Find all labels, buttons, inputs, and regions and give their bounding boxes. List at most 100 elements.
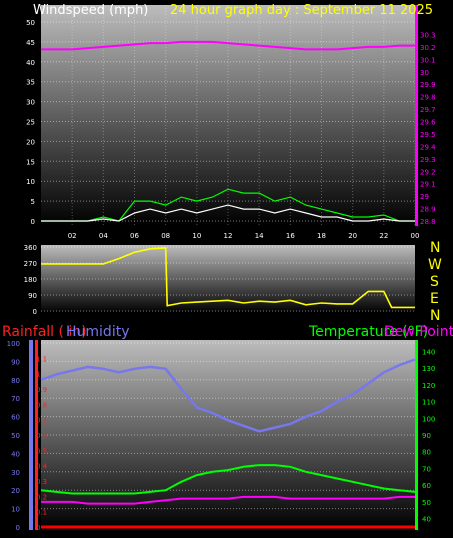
compass-w: W [428,257,442,273]
pressure-y-tick: 29.2 [420,168,436,176]
humidity-title: Humidity [66,324,129,340]
temp-y-tick: 110 [422,399,435,407]
wind-y-tick: 50 [26,19,35,27]
direction-line [41,247,415,309]
wind-series [41,40,415,222]
wind-y-tick: 40 [26,59,35,67]
rain-y-tick: 0.5 [36,447,47,455]
pressure-y-tick: 28.9 [420,206,436,214]
humidity-y-tick: 10 [11,506,20,514]
rain-y-tick: 0.8 [36,401,47,409]
humidity-y-tick: 70 [11,395,20,403]
pressure-y-tick: 29 [420,193,429,201]
pressure-y-tick: 30.2 [420,44,436,52]
humidity-tick-labels: 0 10 20 30 40 50 60 70 80 90 100 0 0.1 0.2 0.3 0.4 0.5 0.… [7,340,436,532]
x-tick-label: 06 [130,232,139,240]
rain-y-tick: 0.1 [36,509,47,517]
humidity-y-tick: 100 [7,340,20,348]
direction-y-tick: 0 [33,308,37,316]
pressure-y-tick: 29.4 [420,143,436,151]
dewpoint-title: Dew Point [384,324,453,340]
pressure-y-tick: 28.8 [420,218,436,226]
wind-tick-labels: 0 5 10 15 20 25 30 35 40 45 50 28.8 28.9 29 29.1 29.2 29… [26,19,436,240]
rain-y-tick: 0.4 [36,463,48,471]
wind-y-tick: 0 [31,218,35,226]
temp-y-tick: 40 [422,516,431,524]
wind-y-tick: 25 [26,119,35,127]
rain-y-tick: 0 [36,524,40,532]
compass-e: E [430,291,439,307]
wind-y-tick: 15 [26,158,35,166]
wind-y-tick: 35 [26,79,35,87]
x-tick-label: 18 [317,232,326,240]
direction-y-tick: 360 [24,244,37,252]
humidity-axis-bar [29,340,33,530]
gust-line [41,188,415,222]
temp-y-tick: 130 [422,365,435,373]
wind-y-tick: 5 [31,198,35,206]
humidity-y-tick: 50 [11,432,20,440]
x-tick-label: 20 [348,232,357,240]
pressure-y-tick: 29.5 [420,131,436,139]
rain-y-tick: 0.7 [36,417,47,425]
pressure-y-tick: 29.7 [420,106,436,114]
x-tick-label: 02 [68,232,77,240]
rain-axis-bar [35,340,38,530]
direction-tick-labels: 0 90 180 270 360 [24,244,37,316]
temperature-line [40,464,416,495]
temp-y-tick: 120 [422,382,435,390]
x-tick-label: 08 [161,232,170,240]
humidity-line [40,358,416,433]
wind-y-tick: 10 [26,178,35,186]
wind-y-tick: 30 [26,99,35,107]
x-tick-label: 14 [255,232,264,240]
temperature-title: Temperature (°F) [308,324,428,340]
dewpoint-line [41,495,415,505]
pressure-y-tick: 30.3 [420,31,436,39]
temp-y-tick: 80 [422,449,431,457]
direction-series [41,247,415,309]
rain-y-tick: 0.6 [36,432,48,440]
humidity-y-tick: 30 [11,469,20,477]
compass-s: S [430,274,439,290]
x-tick-label: 12 [224,232,233,240]
temp-y-tick: 140 [422,348,435,356]
humidity-y-tick: 0 [16,524,20,532]
rain-y-tick: 1.1 [36,355,47,363]
pressure-y-tick: 29.6 [420,119,436,127]
humidity-y-tick: 40 [11,450,20,458]
pressure-y-tick: 30.1 [420,56,436,64]
rain-y-tick: 0.3 [36,478,47,486]
temp-y-tick: 70 [422,465,431,473]
direction-gridlines [41,246,415,312]
windspeed-line [41,204,415,222]
humidity-gridlines [41,342,415,528]
temp-y-tick: 50 [422,499,431,507]
x-tick-label: 10 [192,232,201,240]
pressure-y-tick: 29.8 [420,94,436,102]
pressure-y-tick: 30 [420,69,429,77]
wind-y-tick: 45 [26,39,35,47]
x-tick-label: 22 [379,232,388,240]
rain-title: Rainfall ( in) [2,324,87,340]
direction-y-tick: 180 [24,276,37,284]
graph-date-title: 24 hour graph day : September 11 2025 [170,3,433,18]
temp-axis-bar [415,340,418,530]
rain-y-tick: 1 [36,371,40,379]
humidity-y-tick: 80 [11,377,20,385]
pressure-axis-bar [415,5,418,226]
humidity-y-tick: 90 [11,358,20,366]
x-tick-label: 04 [99,232,108,240]
pressure-y-tick: 29.3 [420,156,436,164]
direction-y-tick: 270 [24,260,37,268]
temp-y-tick: 90 [422,432,431,440]
rain-y-tick: 0.2 [36,493,47,501]
compass-n-top: N [430,240,440,256]
temp-y-tick: 100 [422,415,435,423]
pressure-y-tick: 29.9 [420,81,436,89]
pressure-line [41,40,415,51]
humidity-series [40,358,416,529]
direction-panel-plot [41,245,415,313]
humidity-y-tick: 20 [11,487,20,495]
